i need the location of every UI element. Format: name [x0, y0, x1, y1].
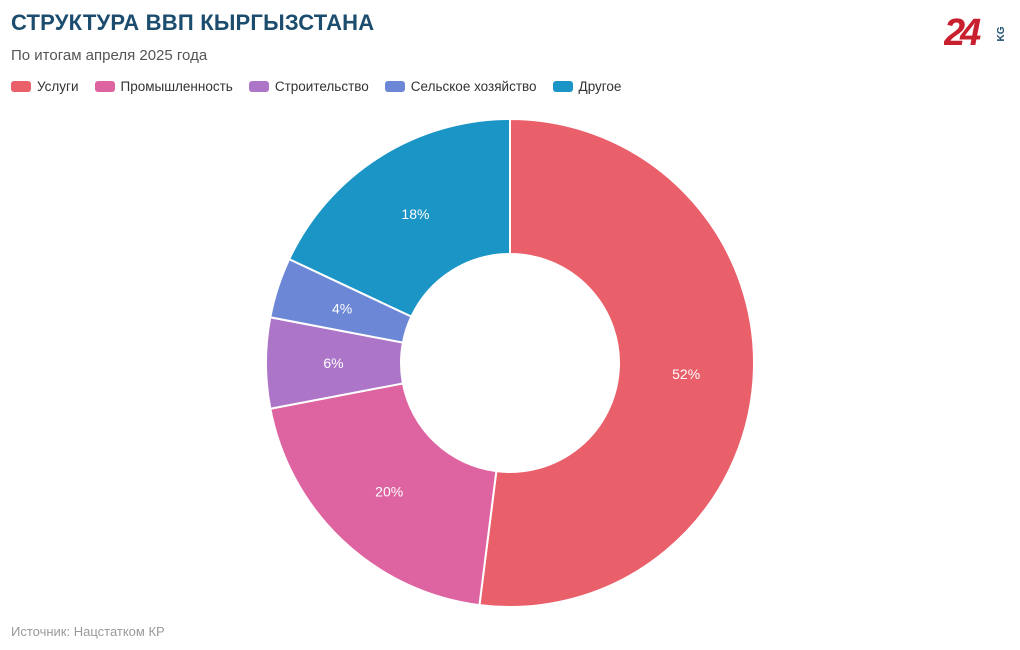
legend-label: Другое — [578, 79, 622, 94]
chart-legend: Услуги Промышленность Строительство Сель… — [11, 79, 621, 94]
slice-label-industry: 20% — [375, 484, 403, 500]
legend-label: Строительство — [274, 79, 369, 94]
legend-swatch — [384, 81, 405, 92]
slice-label-other: 18% — [401, 206, 429, 222]
chart-subtitle: По итогам апреля 2025 года — [11, 47, 208, 64]
source-note: Источник: Нацстатком КР — [11, 624, 165, 639]
legend-item-industry[interactable]: Промышленность — [94, 79, 233, 94]
slice-label-services: 52% — [672, 366, 700, 382]
legend-swatch — [94, 81, 115, 92]
legend-swatch — [552, 81, 573, 92]
legend-label: Сельское хозяйство — [410, 79, 537, 94]
slice-label-agriculture: 4% — [332, 300, 352, 316]
legend-item-construction[interactable]: Строительство — [248, 79, 369, 94]
donut-slice-other[interactable] — [287, 117, 511, 318]
legend-item-other[interactable]: Другое — [552, 79, 622, 94]
legend-swatch — [11, 81, 31, 92]
logo-suffix: KG — [996, 26, 1007, 41]
chart-title: СТРУКТУРА ВВП КЫРГЫЗСТАНА — [11, 10, 375, 35]
legend-label: Промышленность — [120, 79, 233, 94]
donut-slice-industry[interactable] — [269, 382, 498, 607]
donut-slice-services[interactable] — [478, 117, 755, 608]
legend-item-agriculture[interactable]: Сельское хозяйство — [384, 79, 537, 94]
legend-item-services[interactable]: Услуги — [11, 79, 79, 94]
legend-label: Услуги — [37, 79, 79, 94]
legend-swatch — [248, 81, 269, 92]
slice-label-construction: 6% — [323, 355, 343, 371]
brand-logo: 24 KG — [944, 12, 1007, 50]
